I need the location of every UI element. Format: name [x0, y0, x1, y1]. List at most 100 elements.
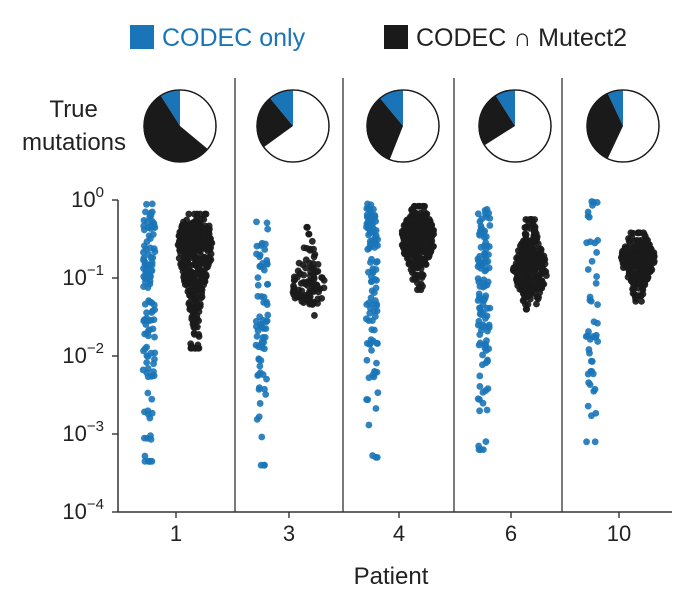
data-point [630, 275, 638, 283]
data-point [588, 257, 596, 265]
codec-mutect2-points-patient-10 [617, 229, 658, 305]
data-point [144, 389, 152, 397]
x-tick-label: 4 [393, 521, 405, 546]
data-point [474, 275, 482, 282]
data-point [142, 316, 150, 324]
pie-row-label-line2: mutations [22, 129, 126, 156]
data-point [590, 318, 598, 326]
data-point [363, 396, 371, 403]
data-point [481, 267, 489, 275]
data-point [146, 280, 154, 288]
data-point [476, 407, 484, 415]
data-point [585, 379, 593, 387]
data-point [587, 357, 595, 365]
data-point [482, 438, 490, 446]
data-point [586, 349, 593, 357]
data-point [310, 253, 318, 261]
data-point [254, 292, 262, 300]
data-point [583, 239, 591, 247]
data-point [200, 216, 208, 223]
data-point [537, 245, 544, 253]
data-point [479, 321, 487, 329]
data-point [190, 210, 198, 218]
data-point [627, 229, 635, 237]
data-point [263, 219, 271, 227]
data-point [485, 251, 492, 259]
data-point [289, 288, 297, 296]
data-point [368, 255, 375, 263]
data-point [625, 237, 633, 245]
data-point [522, 246, 530, 254]
pie-row-label-line1: True [49, 96, 97, 123]
data-point [146, 272, 154, 279]
data-point [430, 242, 437, 250]
data-point [476, 310, 484, 318]
data-point [643, 275, 650, 282]
data-point [416, 219, 423, 227]
data-point [372, 258, 380, 266]
y-tick-label: 10−4 [62, 496, 104, 524]
data-point [264, 225, 272, 233]
data-point [261, 461, 268, 469]
data-point [200, 225, 208, 233]
data-point [530, 229, 538, 236]
data-point [190, 293, 197, 301]
data-point [584, 208, 592, 216]
data-point [372, 284, 380, 292]
data-point [256, 262, 264, 270]
data-point [411, 264, 419, 272]
data-point [290, 273, 298, 281]
pie-patient-4 [366, 89, 440, 163]
data-point [479, 228, 487, 236]
data-point [306, 299, 314, 306]
patient-separators [234, 78, 563, 512]
data-point [483, 304, 491, 312]
data-point [368, 326, 376, 334]
data-point [425, 253, 433, 261]
data-point [315, 288, 322, 296]
data-point [647, 260, 654, 268]
data-point [592, 279, 600, 287]
data-point [583, 332, 591, 340]
data-point [405, 247, 412, 255]
data-point [374, 389, 382, 397]
data-point [591, 438, 599, 446]
pie-slice-codec-mutect2 [587, 93, 623, 159]
data-point [148, 200, 156, 208]
data-point [486, 215, 494, 222]
data-point [412, 240, 420, 248]
data-point [263, 375, 270, 383]
data-point [296, 270, 304, 277]
data-point [151, 224, 159, 231]
data-point [263, 260, 271, 267]
data-point [151, 248, 159, 256]
data-point [147, 254, 155, 262]
data-point [253, 218, 260, 226]
data-point [591, 385, 599, 393]
data-point [180, 218, 187, 226]
data-point [188, 281, 196, 288]
data-point [530, 281, 538, 289]
data-point [593, 249, 601, 256]
data-point [584, 402, 592, 410]
data-point [526, 253, 534, 261]
data-point [416, 228, 424, 236]
pie-outline [256, 89, 330, 163]
data-point [484, 327, 491, 335]
data-point [143, 330, 151, 337]
data-point [295, 259, 303, 267]
data-point [258, 338, 266, 345]
legend: CODEC only CODEC ∩ Mutect2 [130, 24, 627, 52]
data-point [302, 264, 310, 272]
data-point [306, 272, 314, 280]
data-point [310, 245, 317, 253]
data-point [306, 287, 314, 295]
data-point [476, 331, 484, 339]
data-point [523, 305, 531, 313]
data-point [533, 235, 541, 243]
y-tick-label: 10−3 [62, 418, 104, 446]
data-point [411, 252, 418, 260]
codec-only-points-patient-10 [582, 198, 602, 446]
data-point [253, 332, 261, 340]
data-point [372, 454, 380, 461]
